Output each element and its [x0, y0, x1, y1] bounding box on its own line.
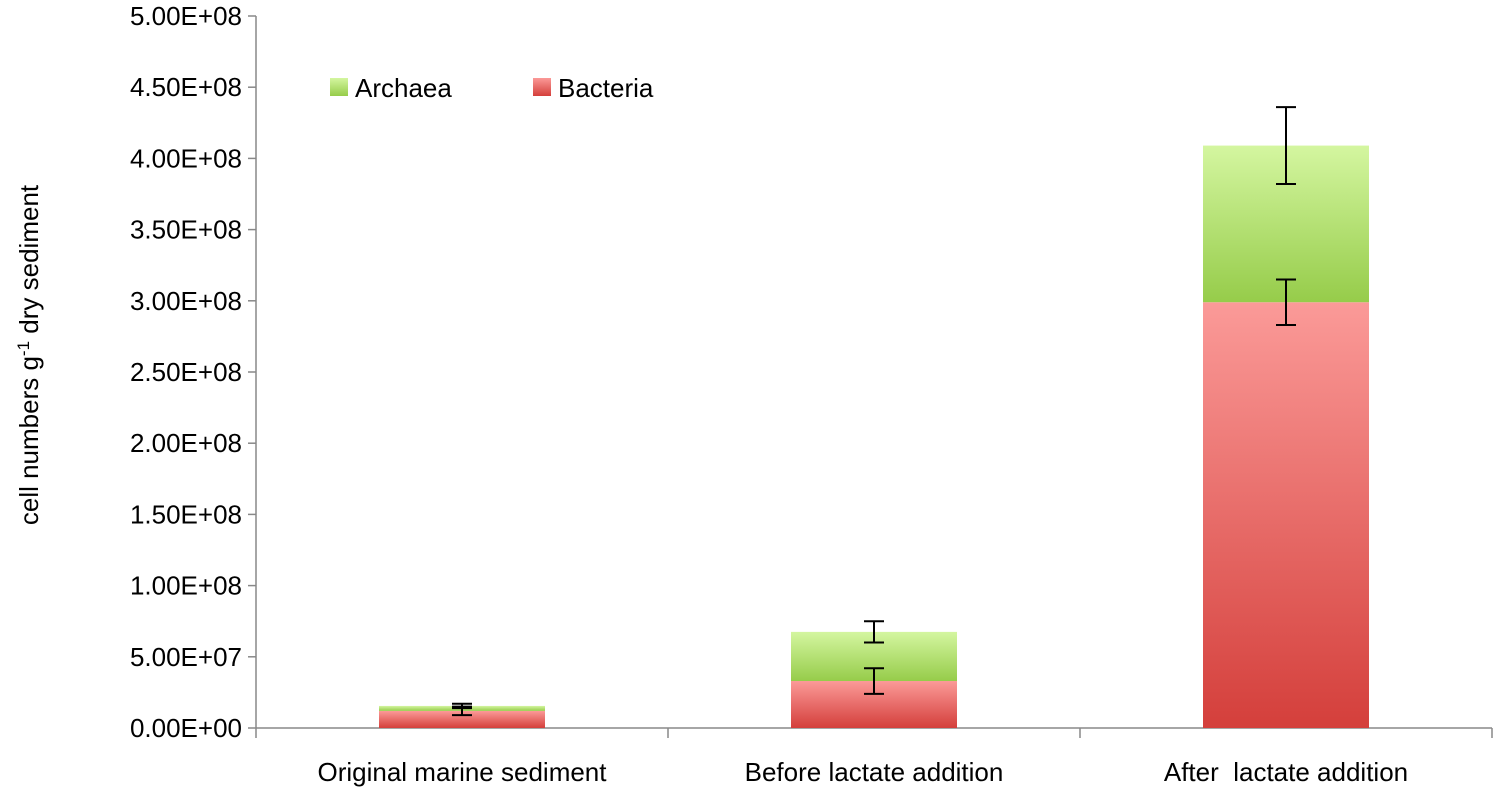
y-axis-label: cell numbers g-1 dry sediment	[14, 184, 45, 525]
y-tick-label: 1.50E+08	[130, 499, 242, 529]
y-tick-label: 3.00E+08	[130, 286, 242, 316]
x-category-label: Before lactate addition	[745, 757, 1004, 787]
y-axis-label-text: cell numbers g-1 dry sediment	[14, 184, 45, 525]
y-tick-label: 3.50E+08	[130, 215, 242, 245]
bar-bacteria	[379, 710, 545, 728]
y-tick-label: 2.50E+08	[130, 357, 242, 387]
legend-label-bacteria: Bacteria	[558, 73, 654, 103]
y-tick-label: 2.00E+08	[130, 428, 242, 458]
x-category-label: Original marine sediment	[317, 757, 607, 787]
x-category-label: After lactate addition	[1164, 757, 1408, 787]
y-tick-label: 4.50E+08	[130, 72, 242, 102]
legend-swatch-bacteria	[533, 78, 551, 96]
legend-swatch-archaea	[330, 78, 348, 96]
y-tick-label: 1.00E+08	[130, 571, 242, 601]
legend-label-archaea: Archaea	[355, 73, 452, 103]
y-tick-label: 5.00E+08	[130, 1, 242, 31]
y-tick-label: 5.00E+07	[130, 642, 242, 672]
y-tick-label: 4.00E+08	[130, 143, 242, 173]
y-tick-label: 0.00E+00	[130, 713, 242, 743]
bar-bacteria	[1203, 302, 1369, 728]
